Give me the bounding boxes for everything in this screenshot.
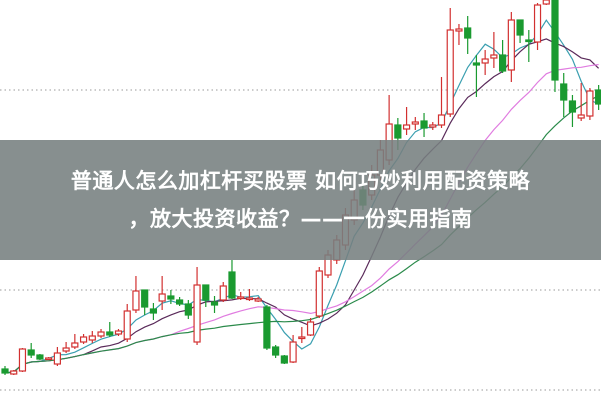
candle-up	[411, 121, 419, 125]
candle-up	[237, 296, 245, 300]
candle-up	[289, 341, 297, 363]
candle-down	[1, 368, 9, 374]
candle-up	[507, 19, 515, 71]
title-banner: 普通人怎么加杠杆买股票 如何巧妙利用配资策略 ，放大投资收益？——一份实用指南	[0, 140, 601, 260]
candle-up	[10, 370, 18, 375]
candle-down	[202, 284, 210, 301]
candle-down	[420, 120, 428, 129]
candle-down	[280, 355, 288, 364]
candle-down	[176, 299, 184, 305]
candle-up	[71, 342, 79, 348]
candle-up	[254, 298, 262, 302]
candle-down	[149, 308, 158, 314]
candle-up	[586, 90, 594, 117]
candle-up	[123, 310, 131, 340]
candle-down	[184, 303, 192, 316]
title-line-1: 普通人怎么加杠杆买股票 如何巧妙利用配资策略	[70, 169, 531, 193]
candle-down	[27, 349, 35, 356]
candle-down	[167, 295, 175, 300]
ma10-line	[4, 38, 600, 374]
candle-down	[36, 354, 44, 360]
candle-down	[595, 89, 601, 105]
candle-down	[472, 62, 481, 66]
candle-up	[18, 348, 27, 372]
candle-down	[499, 54, 507, 72]
candle-up	[429, 124, 437, 128]
candle-down	[394, 124, 402, 139]
candle-down	[210, 301, 219, 306]
candle-up	[62, 347, 70, 352]
candle-up	[577, 114, 585, 119]
candle-up	[481, 58, 489, 64]
candle-up	[542, 0, 550, 5]
candle-up	[245, 297, 254, 301]
candle-up	[306, 321, 315, 336]
candle-up	[193, 284, 201, 343]
candle-up	[315, 270, 323, 317]
candle-down	[228, 271, 236, 299]
candle-down	[525, 39, 533, 43]
candle-up	[79, 336, 88, 343]
candle-up	[132, 290, 140, 311]
candle-up	[455, 28, 463, 32]
candle-down	[272, 346, 280, 356]
candle-down	[106, 331, 114, 336]
candle-up	[45, 357, 53, 361]
candle-up	[53, 352, 61, 365]
candle-up	[490, 54, 498, 59]
candle-up	[298, 336, 306, 340]
candle-down	[551, 0, 559, 81]
candle-up	[158, 293, 166, 302]
candle-up	[446, 29, 454, 115]
candle-up	[533, 4, 542, 43]
candle-down	[263, 306, 271, 349]
candle-down	[568, 100, 577, 113]
candle-up	[114, 330, 123, 335]
candle-up	[437, 114, 446, 126]
candle-up	[88, 335, 96, 341]
candle-down	[516, 19, 524, 36]
candle-down	[560, 83, 568, 101]
candle-down	[141, 289, 149, 308]
title-line-2: ，放大投资收益？——一份实用指南	[128, 207, 473, 231]
candle-up	[402, 124, 411, 130]
candle-up	[219, 285, 227, 301]
candle-down	[464, 27, 472, 39]
candle-up	[97, 331, 105, 337]
